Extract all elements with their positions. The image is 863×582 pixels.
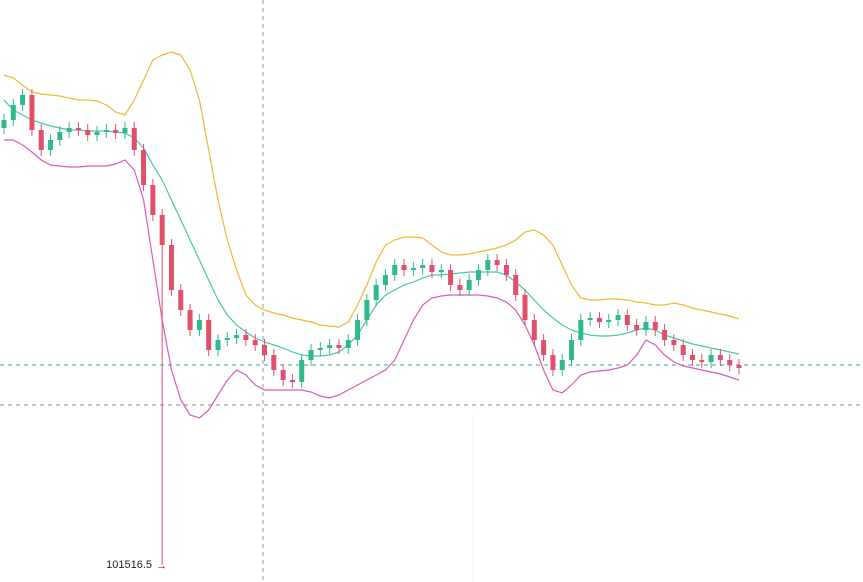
candle-body [438,270,444,272]
candle-body [503,265,509,275]
candle-body [596,318,602,322]
candle-body [364,300,370,320]
low-label: 101516.5 [106,559,152,571]
candle-body [717,355,723,360]
candle-body [699,360,705,362]
candle-body [475,270,481,280]
candle-body [150,185,156,215]
candle-body [113,130,119,133]
candle-body [410,268,416,270]
candle-body [448,270,454,285]
candle-body [494,260,500,265]
candle-body [159,215,165,245]
candle-body [522,295,528,320]
candle-body [708,355,714,362]
marks [1,51,742,565]
candle-body [541,340,547,355]
candle-body [587,318,593,320]
candle-body [168,245,174,290]
candle-body [178,290,184,310]
candle-body [689,355,695,360]
candle-body [66,128,72,132]
candle-body [420,265,426,268]
candle-body [10,105,16,120]
candle-body [85,130,91,135]
candle-body [122,128,128,133]
candle-body [243,335,249,340]
candle-body [606,320,612,322]
candle-body [131,128,137,150]
candle-body [308,350,314,360]
candle-body [662,330,668,340]
candle-body [680,345,686,355]
candle-body [652,322,658,330]
candle-body [215,340,221,350]
candle-body [727,360,733,365]
candle-body [736,365,742,368]
candle-body [234,335,240,338]
candle-body [327,345,333,348]
candle-body [578,320,584,340]
candle-body [48,140,54,150]
candle-body [531,320,537,340]
candle-body [401,265,407,270]
candle-body [615,315,621,320]
low-arrow: → [156,560,167,572]
candle-body [206,320,212,350]
candle-body [373,285,379,300]
candle-body [94,132,100,135]
candle-body [38,130,44,150]
candle-body [513,275,519,295]
candle-body [634,325,640,330]
candle-body [382,275,388,285]
candle-body [466,280,472,290]
candle-body [429,265,435,272]
candle-body [355,320,361,340]
candle-body [485,260,491,270]
candle-body [317,348,323,350]
candle-body [252,340,258,345]
candle-body [345,340,351,348]
band-line [4,139,740,419]
candle-body [671,340,677,345]
candle-body [141,150,147,185]
candle-body [643,322,649,330]
candle-body [392,265,398,275]
candle-body [289,380,295,382]
candle-body [559,360,565,370]
candle-body [29,95,35,130]
candle-body [271,355,277,370]
candle-body [569,340,575,360]
candle-body [20,95,26,105]
candle-body [299,360,305,382]
band-line [3,51,740,328]
candle-body [196,320,202,330]
candle-body [336,345,342,348]
candle-body [624,315,630,325]
candle-body [262,345,268,355]
candle-body [224,338,230,340]
candle-body [187,310,193,330]
candle-body [75,128,81,130]
band-line [3,99,740,357]
candle-body [57,132,63,140]
candle-body [280,370,286,380]
candle-body [1,120,7,128]
candle-body [457,285,463,290]
candle-body [550,355,556,370]
candle-body [103,130,109,132]
